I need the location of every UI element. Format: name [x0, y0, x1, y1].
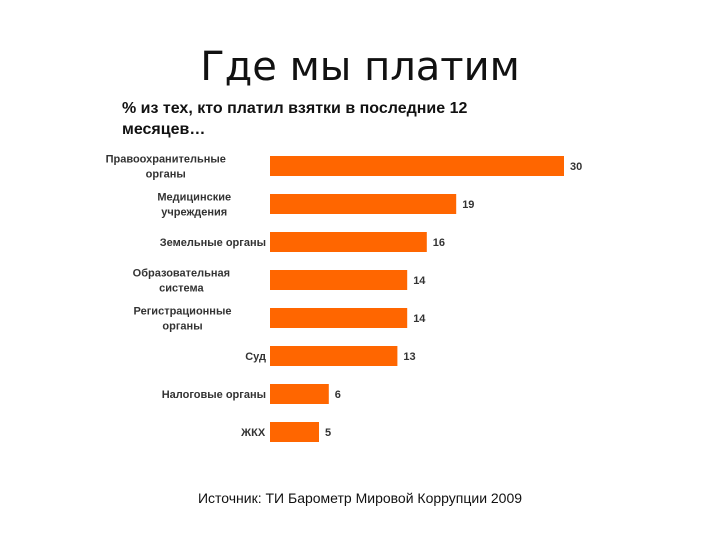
category-label: Правоохранительные органы [106, 154, 226, 181]
data-label: 6 [335, 389, 341, 401]
data-label: 30 [570, 161, 582, 173]
bar [270, 422, 319, 442]
bar [270, 156, 564, 176]
data-label: 13 [403, 351, 415, 363]
bar [270, 232, 427, 252]
data-label: 5 [325, 427, 331, 439]
category-label: Налоговые органы [162, 389, 266, 401]
source-note: Источник: ТИ Барометр Мировой Коррупции … [197, 490, 523, 506]
bar [270, 384, 329, 404]
data-label: 16 [433, 237, 445, 249]
category-label: ЖКХ [240, 427, 266, 439]
category-label: Земельные органы [160, 237, 266, 249]
category-label: Образовательная система [133, 268, 230, 295]
data-label: 14 [413, 313, 426, 325]
bar [270, 194, 457, 214]
data-label: 19 [462, 199, 474, 211]
category-label: Суд [245, 351, 266, 363]
bar [270, 270, 408, 290]
category-label: Медицинские учреждения [157, 192, 231, 219]
category-label: Регистрационные органы [134, 306, 232, 333]
bar [270, 346, 398, 366]
chart-subtitle: % из тех, кто платил взятки в последние … [122, 100, 468, 138]
bar [270, 308, 408, 328]
data-label: 14 [413, 275, 426, 287]
page-title: Где мы платим [200, 44, 520, 90]
